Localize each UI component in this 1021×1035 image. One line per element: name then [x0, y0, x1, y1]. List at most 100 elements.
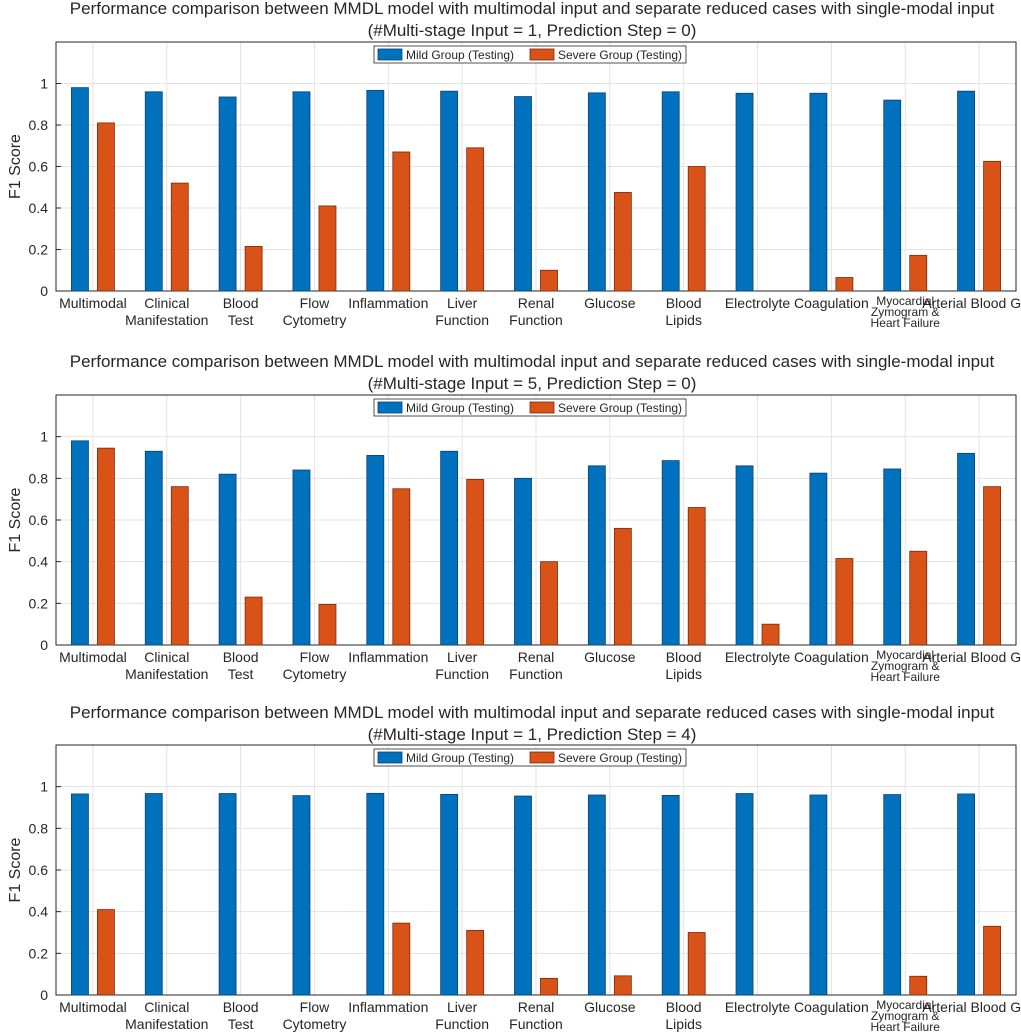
- bar-mild-8: [587, 465, 606, 646]
- bar-mild-12: [883, 794, 902, 996]
- bar-severe-6: [466, 930, 485, 996]
- x-tick-label: Inflammation: [348, 999, 428, 1015]
- chart-title: Performance comparison between MMDL mode…: [70, 703, 995, 722]
- bar-severe-11: [835, 277, 854, 292]
- bar-severe-1: [97, 122, 115, 292]
- bar-severe-8: [613, 527, 632, 646]
- x-tick-label: Renal Function: [509, 649, 563, 682]
- bar-mild-5: [366, 89, 385, 292]
- x-tick-label: Multimodal: [59, 999, 127, 1015]
- x-tick-label: Myocardial Zymogram & Heart Failure: [871, 998, 941, 1034]
- bar-mild-2: [144, 91, 163, 292]
- x-tick-label: Myocardial Zymogram & Heart Failure: [871, 648, 941, 684]
- bar-mild-6: [440, 450, 459, 646]
- y-tick-label: 0.8: [29, 820, 49, 836]
- bar-severe-8: [613, 975, 632, 996]
- x-tick-label: Electrolyte: [725, 295, 791, 311]
- bar-mild-5: [366, 455, 385, 646]
- y-tick-label: 0.4: [29, 554, 49, 570]
- x-tick-label: Liver Function: [435, 649, 489, 682]
- bar-severe-13: [983, 160, 1001, 292]
- y-tick-label: 0.4: [29, 200, 49, 216]
- bar-severe-6: [466, 147, 485, 292]
- bar-mild-13: [957, 793, 975, 996]
- x-tick-label: Glucose: [584, 999, 636, 1015]
- bar-mild-6: [440, 793, 459, 996]
- bar-severe-7: [540, 561, 558, 646]
- x-tick-label: Multimodal: [59, 295, 127, 311]
- bar-severe-12: [909, 254, 928, 292]
- y-axis-label: F1 Score: [7, 134, 24, 199]
- x-tick-label: Renal Function: [509, 999, 563, 1032]
- x-tick-label: Blood Lipids: [665, 999, 702, 1032]
- x-tick-label: Clinical Manifestation: [125, 649, 208, 682]
- bar-mild-5: [366, 792, 385, 996]
- y-tick-label: 0.2: [29, 595, 49, 611]
- y-tick-label: 0.6: [29, 159, 49, 175]
- bar-mild-13: [957, 90, 975, 292]
- bar-severe-11: [835, 558, 854, 646]
- legend-swatch: [529, 751, 555, 764]
- x-tick-label: Flow Cytometry: [283, 999, 347, 1032]
- y-tick-label: 0.8: [29, 117, 49, 133]
- y-tick-label: 0: [40, 637, 48, 653]
- bar-mild-3: [218, 473, 237, 646]
- bar-severe-12: [909, 975, 928, 996]
- bar-severe-1: [97, 447, 115, 646]
- bar-severe-5: [392, 488, 411, 646]
- y-tick-label: 0.4: [29, 904, 49, 920]
- x-tick-label: Coagulation: [794, 295, 869, 311]
- bar-severe-12: [909, 550, 928, 646]
- bar-severe-3: [244, 596, 263, 646]
- y-tick-label: 0.8: [29, 470, 49, 486]
- bar-mild-4: [292, 469, 311, 646]
- x-tick-label: Clinical Manifestation: [125, 295, 208, 328]
- x-tick-label: Myocardial Zymogram & Heart Failure: [871, 294, 941, 330]
- bar-mild-10: [735, 793, 754, 996]
- bar-mild-1: [71, 87, 89, 292]
- bar-mild-11: [809, 472, 828, 646]
- bar-mild-2: [144, 793, 163, 996]
- x-tick-label: Electrolyte: [725, 649, 791, 665]
- legend: Mild Group (Testing) Severe Group (Testin…: [373, 748, 687, 767]
- legend-swatch: [377, 48, 403, 61]
- bar-severe-13: [983, 486, 1001, 646]
- y-tick-label: 1: [40, 76, 48, 92]
- bar-severe-1: [97, 909, 115, 996]
- bar-severe-5: [392, 151, 411, 292]
- bar-mild-7: [514, 795, 532, 996]
- y-tick-label: 0.2: [29, 945, 49, 961]
- bar-mild-8: [587, 92, 606, 292]
- x-tick-label: Coagulation: [794, 999, 869, 1015]
- bar-severe-5: [392, 922, 411, 996]
- x-tick-label: Renal Function: [509, 295, 563, 328]
- bar-mild-4: [292, 91, 311, 292]
- legend-label: Mild Group (Testing): [406, 401, 514, 415]
- y-tick-label: 0: [40, 987, 48, 1003]
- x-tick-label: Glucose: [584, 649, 636, 665]
- y-tick-label: 1: [40, 779, 48, 795]
- legend-swatch: [377, 751, 403, 764]
- x-tick-label: Arterial Blood Gas: [922, 649, 1021, 665]
- y-axis-label: F1 Score: [7, 487, 24, 552]
- legend-swatch: [529, 48, 555, 61]
- bar-severe-9: [687, 507, 706, 646]
- chart-panel-1: Performance comparison between MMDL mode…: [7, 0, 1021, 330]
- bar-mild-9: [661, 91, 680, 292]
- x-tick-label: Clinical Manifestation: [125, 999, 208, 1032]
- chart-panel-2: Performance comparison between MMDL mode…: [7, 352, 1021, 684]
- bar-mild-1: [71, 440, 89, 646]
- bar-mild-1: [71, 793, 89, 996]
- bar-severe-7: [540, 977, 558, 996]
- bar-mild-10: [735, 465, 754, 646]
- x-tick-label: Flow Cytometry: [283, 295, 347, 328]
- chart-title: Performance comparison between MMDL mode…: [70, 352, 995, 371]
- x-tick-label: Arterial Blood Gas: [922, 999, 1021, 1015]
- bar-severe-4: [318, 205, 337, 292]
- x-tick-label: Liver Function: [435, 295, 489, 328]
- chart-subtitle: (#Multi-stage Input = 5, Prediction Step…: [368, 374, 697, 393]
- bar-mild-13: [957, 452, 975, 646]
- chart-panel-3: Performance comparison between MMDL mode…: [7, 703, 1021, 1034]
- bar-severe-8: [613, 192, 632, 292]
- bar-severe-7: [540, 269, 558, 292]
